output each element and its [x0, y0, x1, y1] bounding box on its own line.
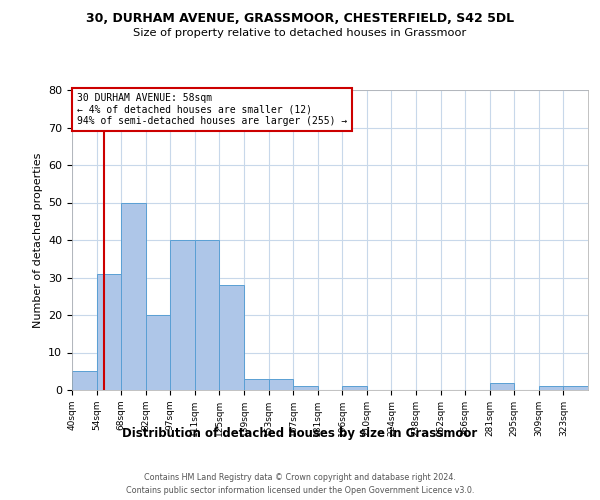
- Bar: [195, 240, 220, 390]
- Bar: [490, 382, 514, 390]
- Bar: [342, 386, 367, 390]
- Bar: [293, 386, 318, 390]
- Bar: [146, 315, 170, 390]
- Bar: [220, 285, 244, 390]
- Text: Size of property relative to detached houses in Grassmoor: Size of property relative to detached ho…: [133, 28, 467, 38]
- Text: 30 DURHAM AVENUE: 58sqm
← 4% of detached houses are smaller (12)
94% of semi-det: 30 DURHAM AVENUE: 58sqm ← 4% of detached…: [77, 93, 347, 126]
- Bar: [121, 202, 146, 390]
- Text: Contains HM Land Registry data © Crown copyright and database right 2024.: Contains HM Land Registry data © Crown c…: [144, 472, 456, 482]
- Bar: [72, 371, 97, 390]
- Text: 30, DURHAM AVENUE, GRASSMOOR, CHESTERFIELD, S42 5DL: 30, DURHAM AVENUE, GRASSMOOR, CHESTERFIE…: [86, 12, 514, 26]
- Text: Distribution of detached houses by size in Grassmoor: Distribution of detached houses by size …: [122, 428, 478, 440]
- Text: Contains public sector information licensed under the Open Government Licence v3: Contains public sector information licen…: [126, 486, 474, 495]
- Bar: [170, 240, 195, 390]
- Y-axis label: Number of detached properties: Number of detached properties: [32, 152, 43, 328]
- Bar: [563, 386, 588, 390]
- Bar: [244, 379, 269, 390]
- Bar: [269, 379, 293, 390]
- Bar: [97, 274, 121, 390]
- Bar: [539, 386, 563, 390]
